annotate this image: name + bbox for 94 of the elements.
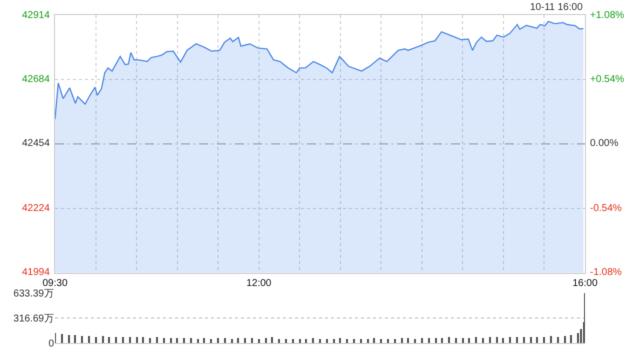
bar (115, 337, 117, 343)
bar (210, 339, 212, 343)
x-tick-label: 12:00 (246, 278, 272, 289)
bar (482, 338, 484, 343)
bar (441, 338, 443, 343)
bar (570, 335, 572, 343)
bar (333, 339, 335, 343)
bar (170, 338, 172, 343)
bar (197, 339, 199, 343)
bar (401, 338, 403, 343)
bar (278, 339, 280, 343)
bar (285, 339, 287, 343)
bar (108, 337, 110, 343)
bar (68, 335, 70, 343)
bar (543, 337, 545, 343)
bar (217, 338, 219, 343)
bar (502, 338, 504, 343)
bar (136, 337, 138, 343)
bar (462, 338, 464, 343)
bar (496, 337, 498, 343)
bar (428, 338, 430, 343)
bar (475, 337, 477, 343)
y-tick-label: 633.39万 (13, 288, 54, 300)
bar (88, 336, 90, 343)
bar (305, 339, 307, 343)
bar (394, 339, 396, 343)
bar (163, 338, 165, 343)
bar (237, 338, 239, 343)
y-tick-label: 42454 (22, 138, 50, 149)
bar (414, 339, 416, 343)
y-tick-label: 41994 (22, 267, 50, 278)
bar (224, 338, 226, 343)
bar (380, 339, 382, 343)
y-tick-label: 42914 (22, 10, 50, 21)
y2-tick-label: 0.00% (590, 138, 618, 149)
bar (468, 338, 470, 343)
bar (577, 333, 579, 343)
bar (61, 334, 63, 343)
y-tick-label: 0 (48, 338, 54, 350)
bar (489, 337, 491, 343)
bar (244, 338, 246, 343)
bar (373, 338, 375, 343)
bar (346, 339, 348, 343)
x-tick-label: 09:30 (42, 278, 68, 289)
bar (564, 336, 566, 343)
bar (312, 338, 314, 343)
y-tick-label: 42684 (22, 74, 50, 85)
y-tick-label: 42224 (22, 203, 50, 214)
bar (421, 338, 423, 343)
bar (523, 337, 525, 343)
bar (95, 337, 97, 343)
bar (142, 337, 144, 343)
bar (353, 339, 355, 343)
y2-tick-label: +0.54% (590, 74, 624, 85)
bar (326, 339, 328, 343)
bar (258, 339, 260, 343)
bar (176, 338, 178, 343)
bar (265, 338, 267, 343)
bar (448, 337, 450, 343)
bar (455, 338, 457, 343)
bar (367, 339, 369, 343)
bar (509, 337, 511, 343)
bar (299, 339, 301, 343)
bar (292, 339, 294, 343)
bar (74, 335, 76, 343)
y2-tick-label: -1.08% (590, 267, 622, 278)
y-tick-label: 316.69万 (13, 314, 54, 325)
bar (536, 337, 538, 343)
bar (319, 339, 321, 343)
bar (516, 337, 518, 343)
y2-tick-label: -0.54% (590, 203, 622, 214)
bar (156, 337, 158, 343)
bar (203, 338, 205, 343)
bar (530, 337, 532, 343)
bar (149, 338, 151, 343)
bar (231, 339, 233, 343)
bar (360, 339, 362, 343)
bar (183, 338, 185, 343)
bar (81, 336, 83, 343)
bar (557, 337, 559, 343)
bar (435, 338, 437, 343)
bar (387, 339, 389, 343)
bar (190, 338, 192, 343)
bar (129, 337, 131, 343)
bar (271, 337, 273, 343)
text: 10-11 16:00 (530, 2, 584, 13)
bar (122, 337, 124, 343)
bar (550, 336, 552, 343)
bar (102, 336, 104, 343)
x-tick-label: 16:00 (572, 278, 598, 289)
bar (339, 338, 341, 343)
bar (407, 338, 409, 343)
bar (251, 338, 253, 343)
y2-tick-label: +1.08% (590, 10, 624, 21)
